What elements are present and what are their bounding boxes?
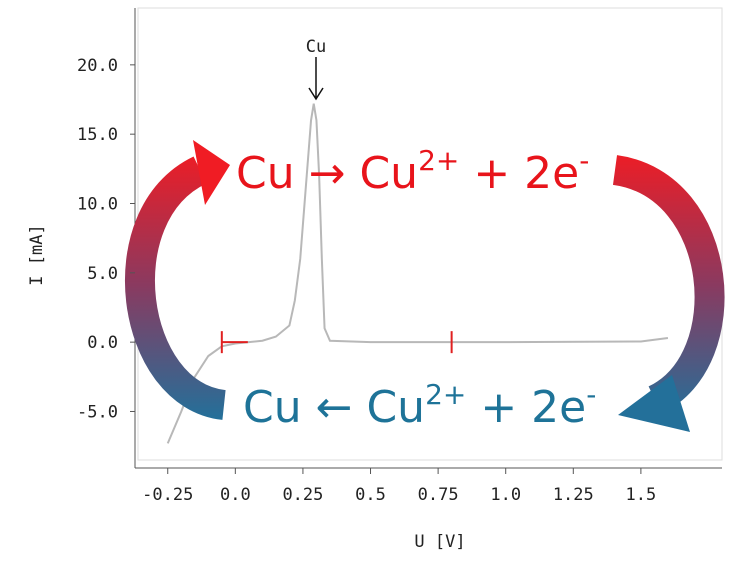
reduction-equation: Cu ← Cu2+ + 2e- <box>243 378 596 433</box>
left-cycle-arrow <box>125 156 227 420</box>
eq-text: Cu ← Cu <box>243 382 425 433</box>
eq-text: Cu → Cu <box>236 148 418 199</box>
x-axis-label: U [V] <box>414 532 465 552</box>
x-tick-label: 0.0 <box>220 485 251 505</box>
right-arrow-head <box>618 375 690 432</box>
y-tick-label: 15.0 <box>77 125 118 145</box>
x-tick-label: 0.25 <box>282 485 323 505</box>
eq-text: + 2e <box>466 382 586 433</box>
y-tick-label: 0.0 <box>87 333 118 353</box>
eq-sup: - <box>579 144 589 177</box>
peak-arrow <box>308 57 324 101</box>
left-arrow-head <box>193 140 230 205</box>
peak-label: Cu <box>306 37 326 57</box>
eq-sup: - <box>586 378 596 411</box>
y-tick-label: 20.0 <box>77 56 118 76</box>
y-tick-label: -5.0 <box>77 402 118 422</box>
plot <box>166 103 669 444</box>
y-tick-label: 5.0 <box>87 264 118 284</box>
x-tick-label: 1.25 <box>553 485 594 505</box>
data-line <box>166 103 669 444</box>
y-axis-label: I [mA] <box>27 224 47 285</box>
eq-sup: 2+ <box>425 378 466 411</box>
eq-sup: 2+ <box>418 144 459 177</box>
x-tick-label: -0.25 <box>142 485 193 505</box>
x-tick-label: 1.5 <box>626 485 657 505</box>
oxidation-equation: Cu → Cu2+ + 2e- <box>236 144 589 199</box>
right-cycle-arrow <box>612 155 725 414</box>
x-tick-label: 1.0 <box>490 485 521 505</box>
eq-text: + 2e <box>459 148 579 199</box>
x-tick-label: 0.5 <box>355 485 386 505</box>
y-tick-label: 10.0 <box>77 194 118 214</box>
x-tick-label: 0.75 <box>418 485 459 505</box>
